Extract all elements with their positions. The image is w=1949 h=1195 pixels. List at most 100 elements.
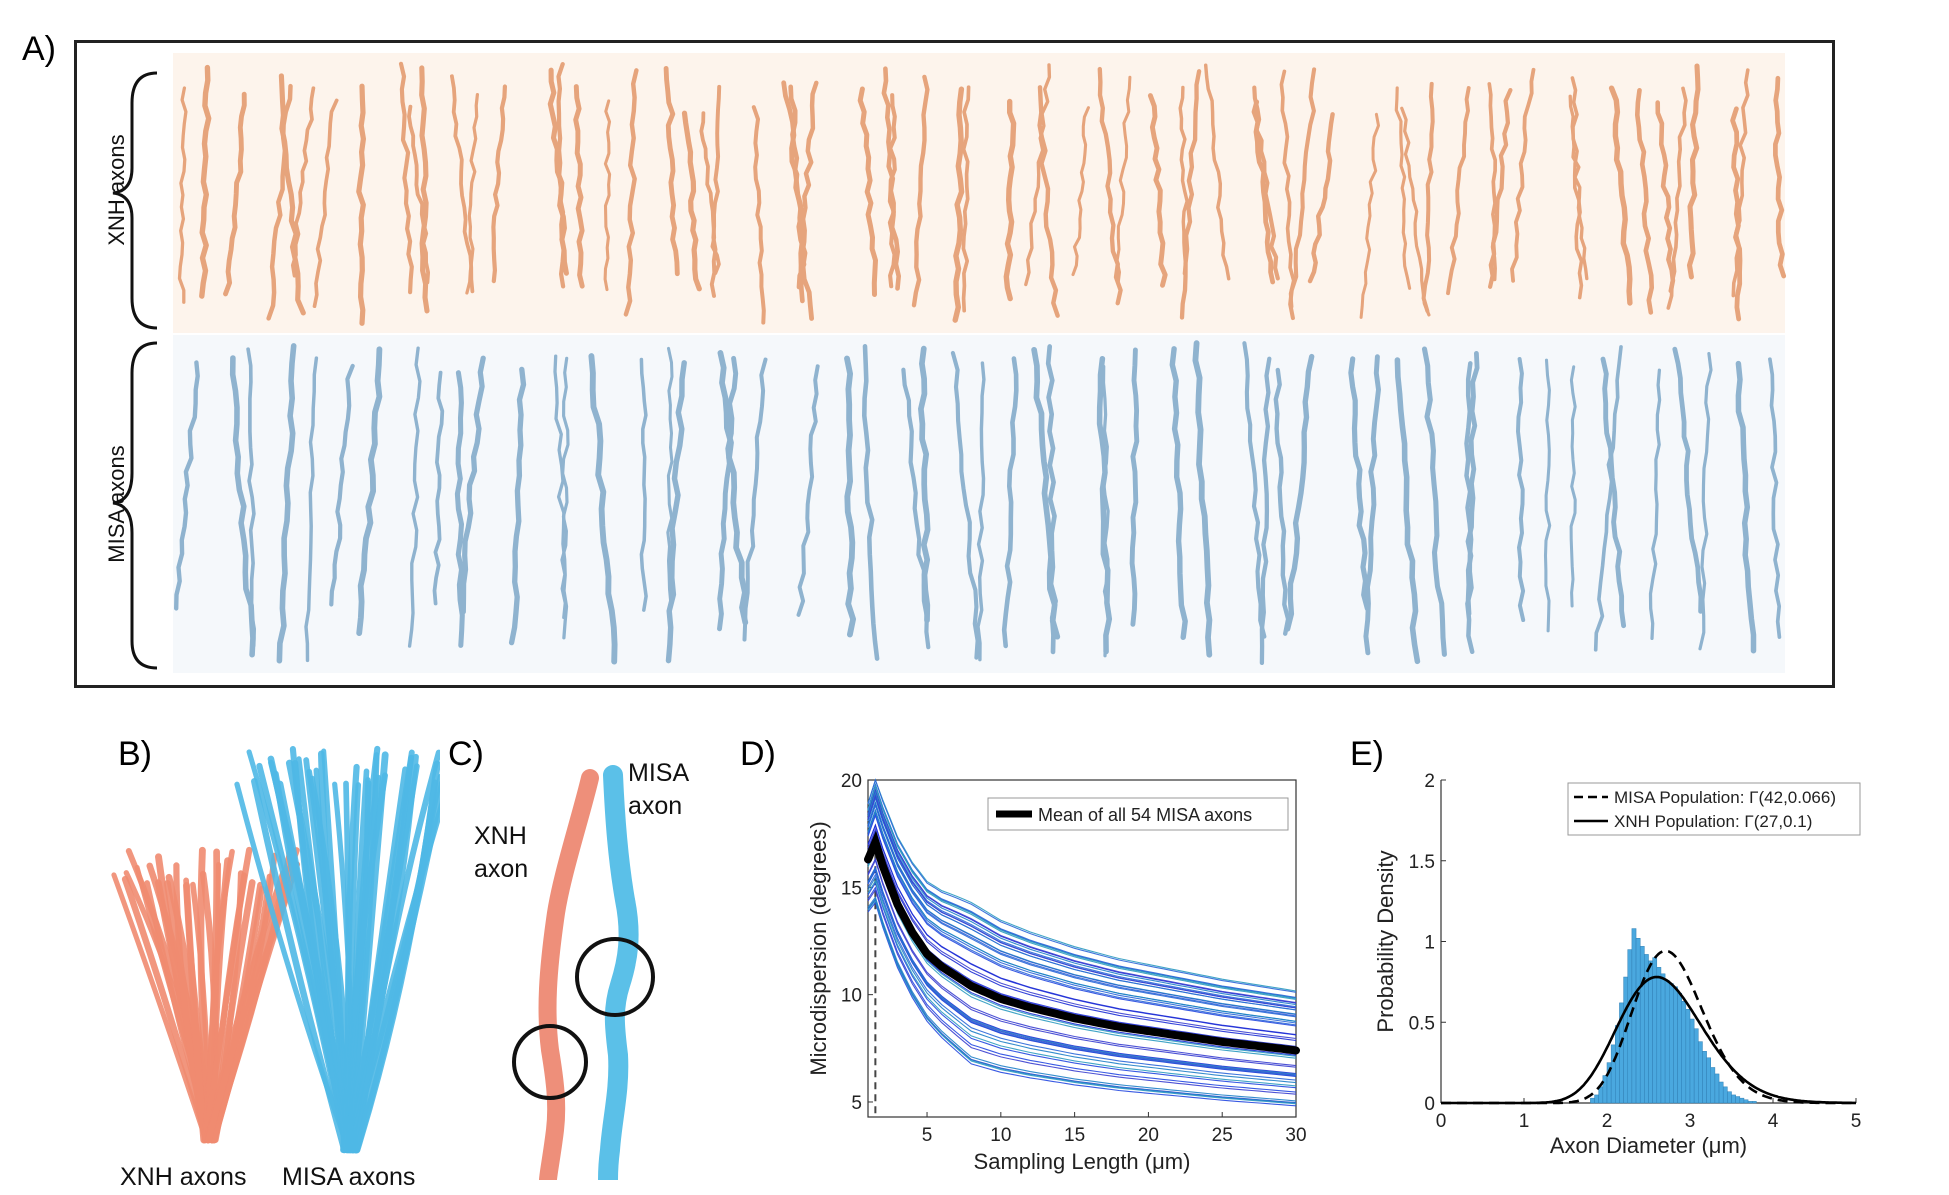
legend-misa-label: MISA Population: Γ(42,0.066) <box>1614 788 1836 807</box>
panel-c-axon-pair <box>512 765 655 1180</box>
panel-d-label: D) <box>740 735 776 773</box>
misa-axon-series-line <box>867 810 1297 1024</box>
xnh-axon-trace <box>1178 85 1189 276</box>
panel-e-label: E) <box>1350 735 1384 773</box>
misa-axon-series-line <box>867 875 1297 1084</box>
misa-axon-trace <box>508 366 527 646</box>
xnh-axon-trace <box>1773 75 1787 279</box>
misa-axon-series-line <box>867 808 1297 1022</box>
misa-axon-series-line <box>867 881 1297 1089</box>
legend-mean-label: Mean of all 54 MISA axons <box>1038 805 1252 825</box>
histogram-bar <box>1648 960 1653 1104</box>
xnh-axon-trace <box>398 61 414 295</box>
histogram-bar <box>1598 1086 1604 1104</box>
misa-axon-trace <box>976 361 986 662</box>
xnh-axon-trace <box>1071 106 1090 277</box>
xnh-axon-trace <box>312 98 339 309</box>
misa-axon-series-line <box>867 794 1297 1009</box>
misa-axon-trace <box>1672 346 1704 614</box>
misa-axon-trace <box>1348 356 1371 612</box>
misa-axon-series-line <box>867 857 1297 1067</box>
misa-axon-label: MISA axon <box>628 759 690 820</box>
panel-d-chart: 5 10 15 20 25 30 5 10 15 20 Sampling Length (μm) Mi… <box>806 771 1307 1174</box>
histogram-bar <box>1677 992 1682 1104</box>
misa-axon-trace <box>1001 356 1019 649</box>
x-tick-label: 2 <box>1602 1111 1613 1132</box>
histogram-bar <box>1660 973 1666 1104</box>
xnh-axon-trace <box>1279 69 1296 309</box>
xnh-axon-trace <box>1487 87 1513 289</box>
xnh-axon-trace <box>1446 86 1471 296</box>
misa-axon-series-line <box>867 899 1297 1105</box>
histogram-bar <box>1602 1075 1608 1104</box>
xnh-axon-trace <box>1686 63 1701 280</box>
xnh-axon-trace <box>1147 93 1168 288</box>
xnh-axon-trace <box>1003 98 1017 302</box>
y-axis-label: Probability Density <box>1373 850 1398 1032</box>
misa-axon-series-line <box>867 895 1297 1102</box>
xnh-axon-trace <box>887 93 897 289</box>
misa-axon-series-line <box>867 865 1297 1075</box>
xnh-axon-trace <box>290 86 316 278</box>
y-axis-label: Microdispersion (degrees) <box>806 821 831 1075</box>
misa-axon-series-line <box>867 898 1297 1104</box>
misa-axon-series-line <box>867 796 1297 1011</box>
xnh-highlight-circle <box>512 1024 588 1100</box>
misa-axon-series-line <box>867 827 1297 1040</box>
xnh-axon-trace <box>952 86 965 323</box>
misa-axon-trace <box>460 355 486 615</box>
misa-axon-trace <box>174 360 200 611</box>
histogram-bar <box>1590 1097 1595 1104</box>
histogram-bar <box>1673 986 1678 1104</box>
misa-axon-trace <box>560 356 570 620</box>
y-tick-label: 0 <box>1424 1094 1435 1115</box>
legend-xnh-label: XNH Population: Γ(27,0.1) <box>1614 812 1812 831</box>
misa-axon-trace <box>356 346 383 637</box>
y-tick-label: 10 <box>841 986 862 1007</box>
histogram-bar <box>1743 1099 1749 1104</box>
misa-brace <box>112 341 158 670</box>
xnh-axon-trace <box>407 104 431 285</box>
misa-axon-trace <box>1735 360 1757 654</box>
misa-axon-series-line <box>867 783 1297 999</box>
xnh-brace <box>112 71 158 330</box>
xnh-axon-trace <box>623 68 639 317</box>
xnh-axon-trace <box>699 111 721 275</box>
misa-axon-trace <box>639 357 648 612</box>
misa-axon-trace <box>918 345 931 624</box>
histogram-bar <box>1731 1094 1736 1104</box>
misa-axon-trace <box>1045 344 1058 655</box>
xnh-axon-bundle <box>111 846 301 1144</box>
misa-axon-trace <box>588 353 618 665</box>
misa-axon-trace <box>950 350 980 660</box>
y-tick-label: 15 <box>841 878 862 899</box>
x-tick-label: 3 <box>1685 1111 1696 1132</box>
xnh-axon-trace <box>911 74 930 308</box>
xnh-axon-trace <box>1359 112 1381 319</box>
x-axis-label: Sampling Length (μm) <box>974 1149 1191 1174</box>
misa-axon-trace <box>862 344 880 661</box>
x-tick-label: 5 <box>1851 1111 1862 1132</box>
xnh-axon-trace <box>1421 81 1435 313</box>
xnh-bundle-axon <box>211 883 293 1143</box>
xnh-axon-trace <box>1666 86 1688 310</box>
misa-axon-series-line <box>867 901 1297 1107</box>
xnh-bundle-caption: XNH axons <box>120 1163 247 1191</box>
misa-axon-series-line <box>867 803 1297 1018</box>
x-tick-label: 5 <box>922 1125 933 1146</box>
y-tick-label: 1.5 <box>1409 852 1435 873</box>
xnh-axon-trace <box>266 83 293 321</box>
histogram-bar <box>1714 1073 1720 1104</box>
xnh-axon-trace <box>1251 99 1276 285</box>
xnh-axons-label: XNH axons <box>104 134 129 246</box>
misa-axon-series-line <box>867 849 1297 1059</box>
x-tick-label: 15 <box>1064 1125 1085 1146</box>
misa-axon-trace <box>329 363 355 607</box>
misa-axon-trace <box>1284 353 1315 632</box>
misa-axon-series-line <box>867 873 1297 1081</box>
misa-single-axon <box>598 765 639 1180</box>
misa-axon-trace <box>246 347 257 648</box>
x-tick-label: 20 <box>1138 1125 1159 1146</box>
xnh-bundle-axon <box>205 847 300 1144</box>
y-tick-label: 20 <box>841 771 862 792</box>
